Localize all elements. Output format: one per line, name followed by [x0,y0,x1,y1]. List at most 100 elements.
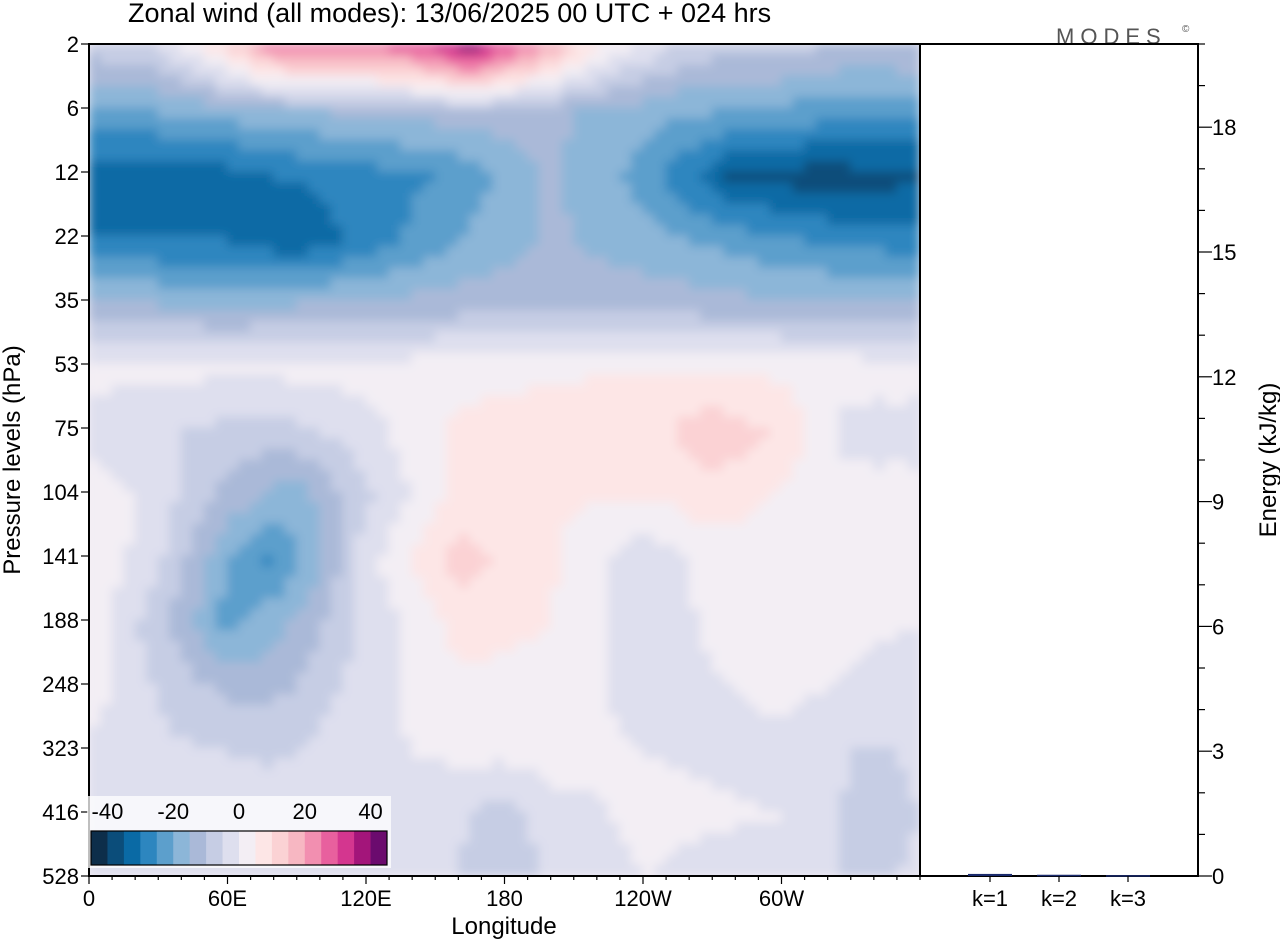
heatmap-cell [192,459,205,472]
heatmap-cell [146,694,159,706]
heatmap-cell [596,758,609,770]
heatmap-cell [734,203,748,216]
heatmap-cell [619,288,632,301]
heatmap-cell [296,235,309,248]
heatmap-cell [342,427,355,440]
heatmap-cell [711,278,725,290]
heatmap-cell [573,299,586,312]
heatmap-cell [400,352,413,365]
heatmap-cell [434,491,448,504]
heatmap-cell [192,672,205,685]
heatmap-cell [884,544,898,557]
heatmap-cell [665,118,679,130]
heatmap-cell [411,427,425,440]
heatmap-cell [642,44,656,56]
heatmap-cell [711,86,725,98]
heatmap-cell [238,224,252,237]
heatmap-cell [619,224,632,237]
heatmap-cell [838,342,852,354]
heatmap-cell [873,523,886,536]
heatmap-cell [400,246,413,258]
heatmap-cell [873,406,886,418]
heatmap-cell [757,182,771,194]
heatmap-cell [411,683,425,696]
heatmap-cell [434,182,448,194]
heatmap-cell [330,566,344,578]
heatmap-cell [365,395,379,408]
heatmap-cell [377,171,390,184]
heatmap-cell [273,630,286,642]
heatmap-cell [469,427,482,440]
heatmap-cell [319,363,332,376]
heatmap-cell [804,640,817,653]
heatmap-cell [169,86,182,98]
heatmap-cell [134,363,148,376]
heatmap-cell [434,278,448,290]
heatmap-cell [273,502,286,514]
heatmap-cell [654,502,667,514]
heatmap-cell [273,246,286,258]
heatmap-cell [457,480,471,493]
heatmap-cell [307,640,321,653]
heatmap-cell [89,128,102,141]
heatmap-cell [203,128,217,141]
heatmap-cell [400,320,413,333]
heatmap-cell [388,160,402,173]
heatmap-cell [400,491,413,504]
heatmap-cell [538,512,552,525]
heatmap-cell [907,630,920,642]
heatmap-cell [873,640,886,653]
heatmap-cell [619,480,632,493]
heatmap-cell [550,246,563,258]
heatmap-cell [457,235,471,248]
heatmap-cell [630,363,644,376]
heatmap-cell [861,256,875,269]
heatmap-cell [757,480,771,493]
heatmap-cell [607,502,621,514]
heatmap-cell [353,118,367,130]
heatmap-cell [550,214,563,226]
heatmap-cell [838,96,852,109]
heatmap-cell [596,235,609,248]
heatmap-cell [873,203,886,216]
heatmap-cell [89,374,102,386]
heatmap-cell [619,256,632,269]
heatmap-cell [619,651,632,664]
heatmap-cell [388,726,402,738]
heatmap-cell [873,256,886,269]
heatmap-cell [296,374,309,386]
heatmap-cell [411,747,425,760]
heatmap-cell [192,608,205,621]
heatmap-cell [100,640,113,653]
heatmap-cell [353,534,367,546]
heatmap-cell [700,715,713,728]
heatmap-cell [123,288,136,301]
heatmap-cell [515,331,529,344]
heatmap-cell [815,363,829,376]
heatmap-cell [480,118,494,130]
heatmap-cell [596,384,609,397]
heatmap-cell [769,747,782,760]
heatmap-cell [157,662,171,674]
heatmap-cell [527,768,540,781]
heatmap-cell [654,235,667,248]
heatmap-cell [573,683,586,696]
heatmap-cell [515,438,529,450]
heatmap-cell [688,576,702,589]
heatmap-cell [180,128,194,141]
heatmap-cell [850,203,863,216]
heatmap-cell [907,118,920,130]
heatmap-cell [319,758,332,770]
heatmap-cell [273,758,286,770]
heatmap-cell [527,118,540,130]
heatmap-cell [850,747,863,760]
heatmap-cell [815,523,829,536]
heatmap-cell [284,694,298,706]
heatmap-cell [423,512,436,525]
heatmap-cell [907,683,920,696]
heatmap-cell [330,118,344,130]
heatmap-cell [457,736,471,749]
heatmap-cell [273,438,286,450]
heatmap-cell [238,555,252,568]
heatmap-cell [642,118,656,130]
